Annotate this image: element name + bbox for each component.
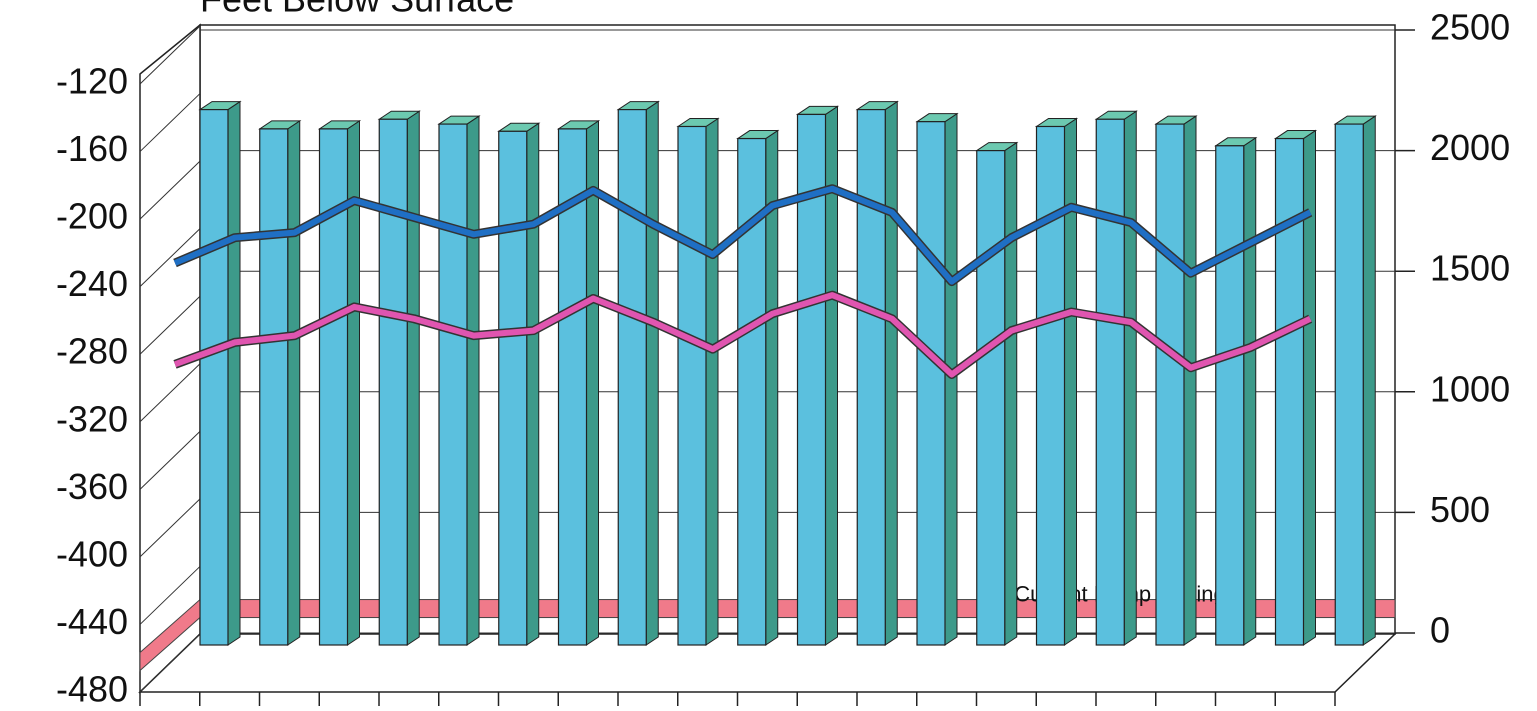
- bar: [796, 113, 827, 646]
- grid-line: [139, 566, 201, 625]
- bar: [916, 121, 946, 646]
- chart-title: Feet Below Surface: [200, 0, 514, 20]
- bar: [199, 108, 229, 646]
- grid-line: [139, 430, 201, 490]
- bar: [1215, 145, 1245, 646]
- bar: [498, 130, 528, 646]
- bar-side: [1362, 115, 1376, 646]
- bar: [1334, 123, 1364, 646]
- bar-side: [586, 119, 599, 646]
- grid-line: [139, 93, 201, 152]
- bar: [617, 108, 647, 646]
- bar: [557, 128, 588, 646]
- y2-tick-label: 0: [1430, 610, 1450, 651]
- y-tick-label: -120: [56, 61, 128, 102]
- y2-tick-label: 2500: [1430, 7, 1510, 48]
- grid-line: [139, 498, 201, 558]
- y-tick-label: -440: [56, 601, 128, 642]
- bar-side: [227, 100, 241, 646]
- bar-side: [884, 100, 898, 646]
- grid-line: [139, 228, 201, 288]
- y2-tick-label: 2000: [1430, 127, 1510, 168]
- bar-side: [1303, 129, 1316, 646]
- bar-side: [466, 115, 480, 646]
- bar: [378, 118, 408, 646]
- bar: [259, 128, 289, 646]
- y-tick-label: -360: [56, 466, 128, 507]
- y2-tick-label: 1500: [1430, 248, 1510, 289]
- y-tick-label: -400: [56, 533, 128, 574]
- bar: [976, 150, 1006, 646]
- bar-side: [287, 119, 301, 646]
- bar: [856, 108, 886, 646]
- y-tick-label: -320: [56, 398, 128, 439]
- bar-side: [406, 110, 420, 646]
- bar-side: [1064, 117, 1077, 646]
- grid-line: [139, 295, 201, 355]
- y-tick-label: -200: [56, 196, 128, 237]
- bar: [677, 125, 707, 646]
- bar: [438, 123, 468, 646]
- y2-tick-label: 1000: [1430, 368, 1510, 409]
- bar-side: [526, 122, 540, 646]
- bar: [1155, 123, 1185, 646]
- y2-tick-label: 500: [1430, 489, 1490, 530]
- y-tick-label: -280: [56, 331, 128, 372]
- line: [173, 292, 1312, 378]
- grid-line: [139, 160, 201, 220]
- y-tick-label: -480: [56, 669, 128, 710]
- bar-side: [1004, 141, 1018, 646]
- y-tick-label: -160: [56, 128, 128, 169]
- bar: [1035, 125, 1066, 646]
- grid-line: [139, 633, 201, 693]
- y-tick-label: -240: [56, 263, 128, 304]
- bar-side: [1243, 136, 1257, 646]
- bar-side: [645, 100, 659, 646]
- bar-side: [1123, 110, 1137, 646]
- grid-line: [139, 363, 201, 423]
- bar: [1095, 118, 1125, 646]
- line: [173, 185, 1312, 285]
- bar-side: [705, 117, 719, 646]
- bar-side: [944, 112, 958, 646]
- grid-line: [139, 25, 201, 85]
- bar-side: [1183, 115, 1197, 646]
